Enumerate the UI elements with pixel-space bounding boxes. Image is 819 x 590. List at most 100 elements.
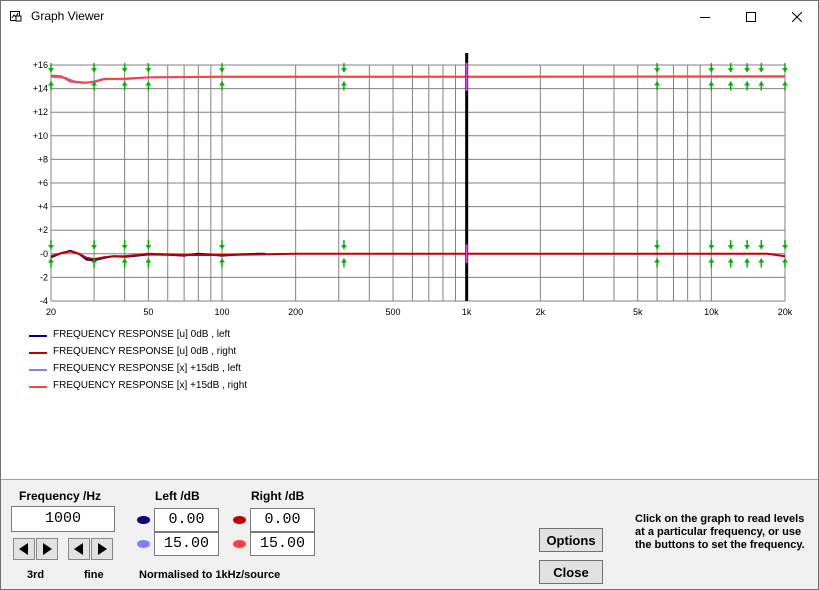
control-panel: Frequency /Hz 1000 3rd fine Left /dB Rig… [1,479,818,589]
left-arrow-icon [19,543,28,555]
y-tick-label: +2 [38,225,48,235]
marker-arrow-head [744,68,751,73]
marker-arrow-head [727,245,734,250]
maximize-icon [746,11,756,22]
close-icon [792,11,802,22]
y-tick-label: +8 [38,154,48,164]
step-3rd-label: 3rd [27,569,45,581]
title-bar[interactable]: Graph Viewer [1,1,818,32]
marker-arrow-head [744,258,751,263]
left-x-value: 15.00 [154,532,219,556]
marker-arrow-head [340,68,347,73]
marker-arrow-head [782,245,788,250]
x-tick-label: 20k [778,307,793,317]
marker-arrow-head [744,81,751,86]
marker-arrow-head [654,81,661,86]
marker-arrow-head [48,68,54,73]
marker-arrow-head [708,68,715,73]
marker-arrow-head [91,68,98,73]
marker-arrow-head [727,68,734,73]
maximize-button[interactable] [728,1,774,32]
window-title: Graph Viewer [31,9,105,23]
normalised-note: Normalised to 1kHz/source [139,569,281,581]
marker-arrow-head [708,81,715,86]
marker-arrow-head [121,68,128,73]
step-fine-label: fine [84,569,104,581]
x-tick-label: 2k [536,307,546,317]
series-u-right-swatch [233,516,246,524]
marker-arrow-head [744,245,751,250]
x-tick-label: 10k [704,307,719,317]
marker-arrow-head [340,245,347,250]
help-text: Click on the graph to read levels at a p… [635,513,805,551]
right-db-label: Right /dB [251,489,305,503]
y-tick-label: +6 [38,178,48,188]
series-line [50,74,786,84]
frequency-response-graph[interactable]: +16 +14 +12 +10 +8 +6 +4 +2 -0 -2 -420 50 100 200 500 1… [1,32,818,479]
marker-arrow-head [145,258,152,263]
frequency-input[interactable]: 1000 [11,506,115,532]
marker-arrow-head [708,258,715,263]
marker-arrow-head [340,81,347,86]
step-fine-down-button[interactable] [68,538,90,560]
options-button[interactable]: Options [539,528,603,552]
marker-arrow-head [145,81,152,86]
marker-arrow-head [145,68,152,73]
marker-arrow-head [758,258,765,263]
close-button[interactable]: Close [539,560,603,584]
y-tick-label: -4 [40,296,48,306]
close-window-button[interactable] [774,1,818,32]
marker-arrow-head [782,68,788,73]
marker-arrow-head [758,245,765,250]
step-3rd-down-button[interactable] [13,538,35,560]
marker-arrow-head [91,258,98,263]
marker-arrow-head [758,68,765,73]
marker-arrow-head [48,81,54,86]
series-x-right-swatch [233,540,246,548]
right-arrow-icon [43,543,52,555]
marker-arrow-head [219,81,226,86]
right-x-value: 15.00 [250,532,315,556]
marker-arrow-head [758,81,765,86]
y-tick-label: -0 [40,249,48,259]
series-u-left-swatch [137,516,150,524]
marker-arrow-head [219,258,226,263]
step-fine-up-button[interactable] [91,538,113,560]
y-tick-label: +16 [33,60,48,70]
marker-arrow-head [654,68,661,73]
y-tick-label: +10 [33,131,48,141]
series-line [50,250,786,261]
graph-window-icon [10,11,22,22]
marker-arrow-head [121,245,128,250]
marker-arrow-head [121,258,128,263]
marker-arrow-head [91,81,98,86]
left-arrow-icon [74,543,83,555]
marker-arrow-head [782,258,788,263]
right-u-value: 0.00 [250,508,315,532]
marker-arrow-head [121,81,128,86]
x-tick-label: 500 [386,307,401,317]
minimize-button[interactable] [682,1,728,32]
marker-arrow-head [727,258,734,263]
marker-arrow-head [48,245,54,250]
right-arrow-icon [98,543,107,555]
left-u-value: 0.00 [154,508,219,532]
x-tick-label: 100 [214,307,229,317]
marker-arrow-head [708,245,715,250]
series-x-left-swatch [137,540,150,548]
step-3rd-up-button[interactable] [36,538,58,560]
marker-arrow-head [91,245,98,250]
x-tick-label: 50 [143,307,153,317]
x-tick-label: 5k [633,307,643,317]
left-db-label: Left /dB [155,489,200,503]
y-tick-label: +14 [33,84,48,94]
frequency-label: Frequency /Hz [19,489,102,503]
y-tick-label: +4 [38,202,48,212]
marker-arrow-head [48,258,54,263]
y-tick-label: -2 [40,272,48,282]
marker-arrow-head [219,245,226,250]
x-tick-label: 200 [288,307,303,317]
marker-arrow-head [219,68,226,73]
x-tick-label: 20 [46,307,56,317]
